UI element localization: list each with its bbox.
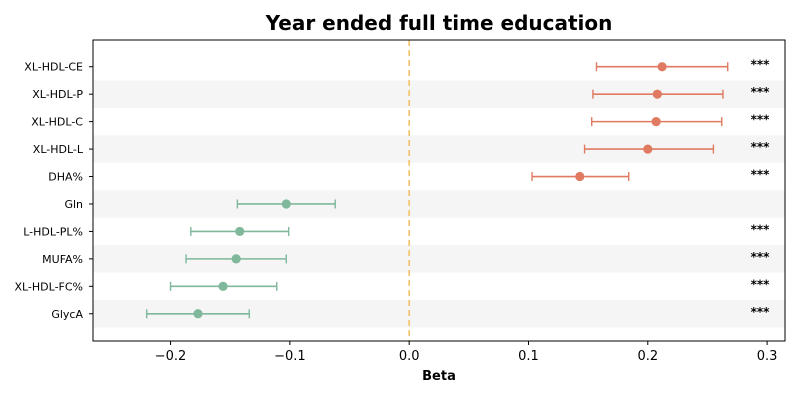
point-estimate xyxy=(235,226,245,237)
point-estimate xyxy=(651,117,661,127)
row-label: L-HDL-PL% xyxy=(23,225,83,238)
point-estimate xyxy=(657,62,667,72)
point-estimate xyxy=(218,281,228,291)
point-estimate xyxy=(652,89,662,99)
significance-marker: *** xyxy=(751,168,771,182)
x-tick-label: −0.2 xyxy=(155,349,187,364)
forest-row: XL-HDL-FC% *** xyxy=(14,277,770,293)
x-tick-label: 0.0 xyxy=(399,349,420,364)
row-label: XL-HDL-FC% xyxy=(14,280,83,293)
point-estimate xyxy=(231,254,241,264)
row-label: XL-HDL-P xyxy=(32,88,83,101)
significance-marker: *** xyxy=(751,58,771,72)
forest-row: XL-HDL-CE *** xyxy=(24,58,770,74)
chart-title: Year ended full time education xyxy=(265,11,613,35)
row-label: GlycA xyxy=(51,308,83,321)
forest-row: Gln xyxy=(64,198,336,211)
x-tick-label: 0.3 xyxy=(757,349,778,364)
row-label: Gln xyxy=(64,198,83,211)
forest-row: XL-HDL-P *** xyxy=(32,85,770,101)
x-tick-label: 0.2 xyxy=(637,349,658,364)
x-tick-label: −0.1 xyxy=(274,349,306,364)
significance-marker: *** xyxy=(751,140,771,154)
forest-row: XL-HDL-C *** xyxy=(31,113,770,129)
rows-layer: XL-HDL-CE ***XL-HDL-P ***XL-HDL-C ***XL-HDL… xyxy=(14,58,770,321)
row-label: XL-HDL-L xyxy=(33,143,84,156)
point-estimate xyxy=(193,309,203,319)
plot-frame xyxy=(92,39,786,342)
row-label: DHA% xyxy=(48,171,83,184)
point-estimate xyxy=(643,144,653,154)
x-tick-label: 0.1 xyxy=(518,349,539,364)
row-label: XL-HDL-CE xyxy=(24,61,83,74)
point-estimate xyxy=(281,199,291,209)
forest-row: XL-HDL-L *** xyxy=(33,140,770,156)
forest-row: MUFA% *** xyxy=(42,250,770,266)
row-label: XL-HDL-C xyxy=(31,116,83,129)
significance-marker: *** xyxy=(751,113,771,127)
row-band xyxy=(93,190,785,218)
significance-marker: *** xyxy=(751,277,771,291)
significance-marker: *** xyxy=(751,85,771,99)
row-bands xyxy=(93,80,785,328)
forest-row: L-HDL-PL% *** xyxy=(23,222,770,238)
significance-marker: *** xyxy=(751,222,771,236)
x-axis-label: Beta xyxy=(422,369,456,384)
x-axis: −0.2 −0.1 0.0 0.1 0.2 0.3 xyxy=(155,341,778,364)
significance-marker: *** xyxy=(751,250,771,264)
forest-row: DHA% *** xyxy=(48,168,770,184)
point-estimate xyxy=(575,171,585,182)
row-label: MUFA% xyxy=(42,253,83,266)
forest-row: GlycA *** xyxy=(51,305,770,321)
significance-marker: *** xyxy=(751,305,771,319)
